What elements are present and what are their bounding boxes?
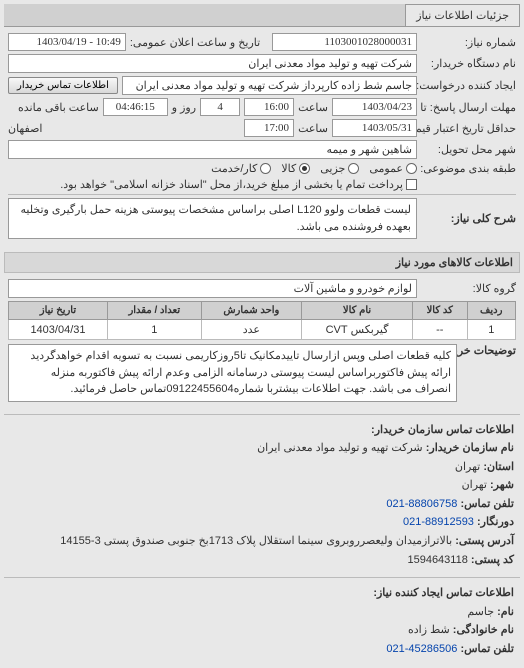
validity-label: حداقل تاریخ اعتبار قیمت: تا تاریخ xyxy=(421,122,516,135)
deadline-date-field: 1403/04/23 xyxy=(332,98,417,116)
creator-tel-value[interactable]: 45286506-021 xyxy=(386,643,457,655)
postal-value: بالاترازمیدان ولیعصرروبروی سینما استقلال… xyxy=(60,535,452,547)
requester-field: جاسم شط زاده کارپرداز شرکت تهیه و تولید … xyxy=(122,76,417,95)
creator-tel-label: تلفن تماس: xyxy=(460,643,514,655)
radio-icon xyxy=(406,163,417,174)
time-label-1: ساعت xyxy=(298,101,328,114)
notes-label: توضیحات خریدار: xyxy=(461,344,516,357)
city-value: تهران xyxy=(462,479,487,491)
creator-lname-value: شط زاده xyxy=(408,624,450,636)
tel-label: تلفن تماس: xyxy=(460,498,514,510)
payment-radio-group: عمومی جزیی کالا کار/خدمت xyxy=(211,162,417,175)
request-no-label: شماره نیاز: xyxy=(421,36,516,49)
radio-icon xyxy=(348,163,359,174)
goods-table: ردیف کد کالا نام کالا واحد شمارش تعداد /… xyxy=(8,301,516,340)
contact-buyer-header: اطلاعات تماس سازمان خریدار: xyxy=(10,422,514,440)
requester-label: ایجاد کننده درخواست: xyxy=(421,79,516,92)
goods-group-label: گروه کالا: xyxy=(421,282,516,295)
buyer-org-field: شرکت تهیه و تولید مواد معدنی ایران xyxy=(8,54,417,73)
province-label: استان: xyxy=(483,461,514,473)
prepay-check[interactable]: پرداخت تمام یا بخشی از مبلغ خرید،از محل … xyxy=(60,178,417,191)
validity-date-field: 1403/05/31 xyxy=(332,119,417,137)
radio-icon xyxy=(260,163,271,174)
validity-time-field: 17:00 xyxy=(244,119,294,137)
deadline-time-field: 16:00 xyxy=(244,98,294,116)
announce-label: تاریخ و ساعت اعلان عمومی: xyxy=(130,36,260,49)
table-header-row: ردیف کد کالا نام کالا واحد شمارش تعداد /… xyxy=(9,302,516,320)
zip-label: کد پستی: xyxy=(471,554,514,566)
general-desc-field: لیست قطعات ولوو L120 اصلی براساس مشخصات … xyxy=(8,198,417,239)
cell-row: 1 xyxy=(467,320,516,340)
days-left-field: 4 xyxy=(200,98,240,116)
days-label: روز و xyxy=(172,101,196,114)
th-code: کد کالا xyxy=(412,302,467,320)
creator-name-value: جاسم xyxy=(467,606,494,618)
city-label: شهر: xyxy=(490,479,514,491)
fax-value[interactable]: 88912593-021 xyxy=(403,516,474,528)
prepay-label: پرداخت تمام یا بخشی از مبلغ خرید،از محل … xyxy=(60,178,403,191)
radio-goods[interactable]: کالا xyxy=(281,162,310,175)
cell-date: 1403/04/31 xyxy=(9,320,108,340)
checkbox-icon xyxy=(406,179,417,190)
th-name: نام کالا xyxy=(302,302,413,320)
time-label-2: ساعت xyxy=(298,122,328,135)
radio-public-label: عمومی xyxy=(369,162,403,175)
general-desc-label: شرح کلی نیاز: xyxy=(421,212,516,225)
time-left-field: 04:46:15 xyxy=(103,98,168,116)
request-no-field: 1103001028000031 xyxy=(272,33,417,51)
th-unit: واحد شمارش xyxy=(201,302,301,320)
tabs-bar: جزئیات اطلاعات نیاز xyxy=(4,4,520,27)
org-label: نام سازمان خریدار: xyxy=(426,442,514,454)
th-date: تاریخ نیاز xyxy=(9,302,108,320)
province-value: تهران xyxy=(455,461,480,473)
cell-unit: عدد xyxy=(201,320,301,340)
buyer-contact-button[interactable]: اطلاعات تماس خریدار xyxy=(8,77,118,94)
fax-label: دورنگار: xyxy=(477,516,514,528)
announce-field: 10:49 - 1403/04/19 xyxy=(8,33,126,51)
delivery-city-label: شهر محل تحویل: xyxy=(421,143,516,156)
creator-lname-label: نام خانوادگی: xyxy=(453,624,514,636)
tab-details[interactable]: جزئیات اطلاعات نیاز xyxy=(405,4,520,26)
cell-qty: 1 xyxy=(107,320,201,340)
payment-group-label: طبقه بندی موضوعی: xyxy=(421,162,516,175)
radio-partial-label: جزیی xyxy=(320,162,345,175)
th-row: ردیف xyxy=(467,302,516,320)
radio-service-label: کار/خدمت xyxy=(211,162,257,175)
goods-section-header: اطلاعات کالاهای مورد نیاز xyxy=(4,252,520,273)
contact-creator-header: اطلاعات تماس ایجاد کننده نیاز: xyxy=(10,585,514,603)
radio-public[interactable]: عمومی xyxy=(369,162,417,175)
radio-service[interactable]: کار/خدمت xyxy=(211,162,271,175)
tel-value[interactable]: 88806758-021 xyxy=(386,498,457,510)
creator-name-label: نام: xyxy=(497,606,514,618)
cell-code: -- xyxy=(412,320,467,340)
radio-partial[interactable]: جزیی xyxy=(320,162,359,175)
delivery-city-field: شاهین شهر و میمه xyxy=(8,140,417,159)
zip-value: 1594643118 xyxy=(407,554,467,566)
notes-field: کلیه قطعات اصلی وپس ازارسال تاییدمکانیک … xyxy=(8,344,457,402)
goods-group-field: لوازم خودرو و ماشین آلات xyxy=(8,279,417,298)
postal-label: آدرس پستی: xyxy=(455,535,514,547)
org-value: شرکت تهیه و تولید مواد معدنی ایران xyxy=(257,442,423,454)
radio-icon xyxy=(299,163,310,174)
deadline-send-label: مهلت ارسال پاسخ: تا تاریخ xyxy=(421,101,516,114)
th-qty: تعداد / مقدار xyxy=(107,302,201,320)
cell-name: گیربکس CVT xyxy=(302,320,413,340)
radio-goods-label: کالا xyxy=(281,162,296,175)
urgent-label: اصفهان xyxy=(8,122,42,135)
table-row[interactable]: 1 -- گیربکس CVT عدد 1 1403/04/31 xyxy=(9,320,516,340)
buyer-org-label: نام دستگاه خریدار: xyxy=(421,57,516,70)
time-suffix-label: ساعت باقی مانده xyxy=(18,101,99,114)
